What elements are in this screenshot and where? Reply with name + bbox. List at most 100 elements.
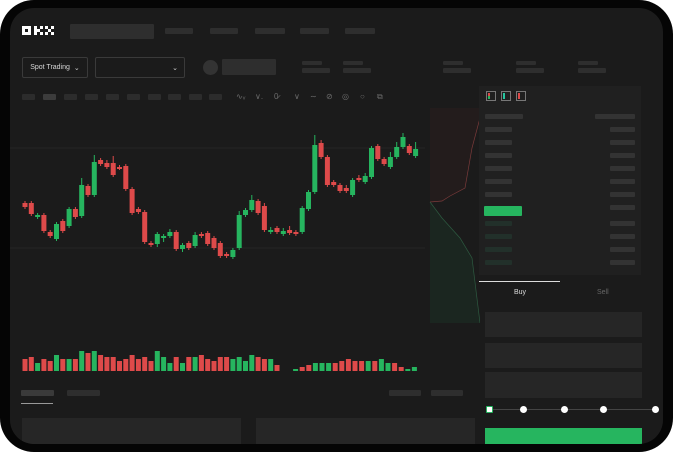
candle-body: [79, 185, 85, 216]
total-input[interactable]: [485, 372, 642, 398]
timeframe-button[interactable]: [127, 94, 140, 100]
candlestick-chart[interactable]: [10, 108, 480, 378]
filter-button[interactable]: [431, 390, 463, 396]
candle-body: [337, 185, 343, 191]
timeframe-button[interactable]: [168, 94, 181, 100]
volume-bar: [365, 361, 371, 371]
spot-trading-dropdown[interactable]: Spot Trading ⌄: [22, 57, 88, 78]
volume-bar: [186, 357, 192, 371]
timeframe-button[interactable]: [43, 94, 56, 100]
orderbook-buy-icon[interactable]: [501, 91, 511, 101]
candle-body: [243, 210, 248, 215]
nav-item[interactable]: [210, 28, 238, 34]
pair-name: [222, 59, 276, 75]
volume-bar: [41, 359, 47, 371]
candle-body: [268, 230, 274, 232]
candle-body: [60, 221, 66, 231]
volume-bar: [385, 363, 391, 371]
volume-bar: [378, 359, 384, 371]
expand-icon[interactable]: ⧉: [377, 92, 383, 101]
ask-size: [610, 153, 635, 158]
volume-bar: [66, 359, 72, 371]
tab-order-history[interactable]: [67, 390, 100, 396]
ruler-icon[interactable]: 0̷: [274, 92, 279, 101]
chevron-down-icon[interactable]: ∨: [294, 92, 300, 101]
timeframe-button[interactable]: [148, 94, 161, 100]
bid-price: [485, 260, 512, 265]
chevron-down-icon: ⌄: [172, 64, 178, 72]
volume-bar: [117, 361, 122, 371]
slider-handle[interactable]: [486, 406, 493, 413]
candle-body: [104, 163, 110, 167]
volume-bar: [28, 357, 34, 371]
chart-type-icon[interactable]: ∨.: [255, 92, 264, 101]
volume-bar: [236, 357, 242, 371]
volume-bar: [293, 369, 299, 371]
timeframe-button[interactable]: [189, 94, 202, 100]
timeframe-button[interactable]: [106, 94, 119, 100]
nav-item[interactable]: [255, 28, 285, 34]
pair-dropdown[interactable]: ⌄: [95, 57, 185, 78]
candle-body: [192, 235, 198, 246]
candle-body: [161, 236, 167, 238]
amount-input[interactable]: [485, 343, 642, 368]
orderbook-sell-icon[interactable]: [516, 91, 526, 101]
volume-bar: [411, 367, 417, 371]
buy-button[interactable]: [485, 428, 642, 444]
timeframe-button[interactable]: [22, 94, 35, 100]
candle-body: [413, 149, 419, 156]
slider-step-50[interactable]: [561, 406, 568, 413]
nav-item[interactable]: [345, 28, 375, 34]
search-bar[interactable]: [70, 24, 154, 39]
volume-bar: [110, 357, 116, 371]
volume-bar: [54, 355, 59, 371]
tab-buy[interactable]: Buy: [514, 289, 527, 296]
timeframe-button[interactable]: [209, 94, 222, 100]
candle-body: [387, 157, 393, 167]
candle-body: [135, 209, 141, 212]
tab-sell[interactable]: Sell: [597, 289, 609, 296]
orderbook-both-icon[interactable]: [486, 91, 496, 101]
line-chart-icon[interactable]: ∼: [310, 92, 317, 101]
pencil-icon[interactable]: ⊘: [326, 92, 333, 101]
timeframe-button[interactable]: [85, 94, 98, 100]
volume-bar: [129, 355, 135, 371]
magnet-icon[interactable]: ◎: [342, 92, 349, 101]
stat-value: [578, 68, 606, 73]
amount-slider-track[interactable]: [490, 409, 655, 410]
ask-price: [485, 179, 512, 184]
volume-bar: [47, 361, 53, 371]
price-input[interactable]: [485, 312, 642, 337]
assets-panel: [256, 418, 475, 444]
indicator-icon[interactable]: ∿ᵥ: [236, 92, 246, 101]
candle-body: [224, 254, 230, 256]
candle-body: [85, 186, 91, 195]
candle-body: [331, 182, 337, 185]
nav-item[interactable]: [165, 28, 193, 34]
ask-price: [485, 140, 512, 145]
bid-depth-line: [429, 201, 480, 324]
bid-size: [610, 221, 635, 226]
candle-body: [180, 245, 185, 249]
candle-body: [66, 209, 72, 226]
tab-open-orders[interactable]: [21, 390, 54, 396]
okx-logo[interactable]: [22, 24, 56, 36]
volume-bar: [230, 359, 236, 371]
slider-step-25[interactable]: [520, 406, 527, 413]
slider-step-75[interactable]: [600, 406, 607, 413]
volume-bar: [167, 363, 173, 371]
volume-bar: [398, 367, 404, 371]
stat-label: [443, 61, 463, 65]
volume-bar: [306, 365, 312, 371]
nav-item[interactable]: [300, 28, 329, 34]
candle-body: [356, 178, 362, 180]
ask-price: [485, 192, 512, 197]
timeframe-button[interactable]: [64, 94, 77, 100]
stat-value: [302, 68, 330, 73]
volume-bar: [405, 369, 411, 371]
volume-bar: [261, 359, 267, 371]
volume-bar: [299, 367, 305, 371]
circle-icon[interactable]: ○: [360, 92, 365, 101]
filter-button[interactable]: [389, 390, 421, 396]
slider-step-100[interactable]: [652, 406, 659, 413]
